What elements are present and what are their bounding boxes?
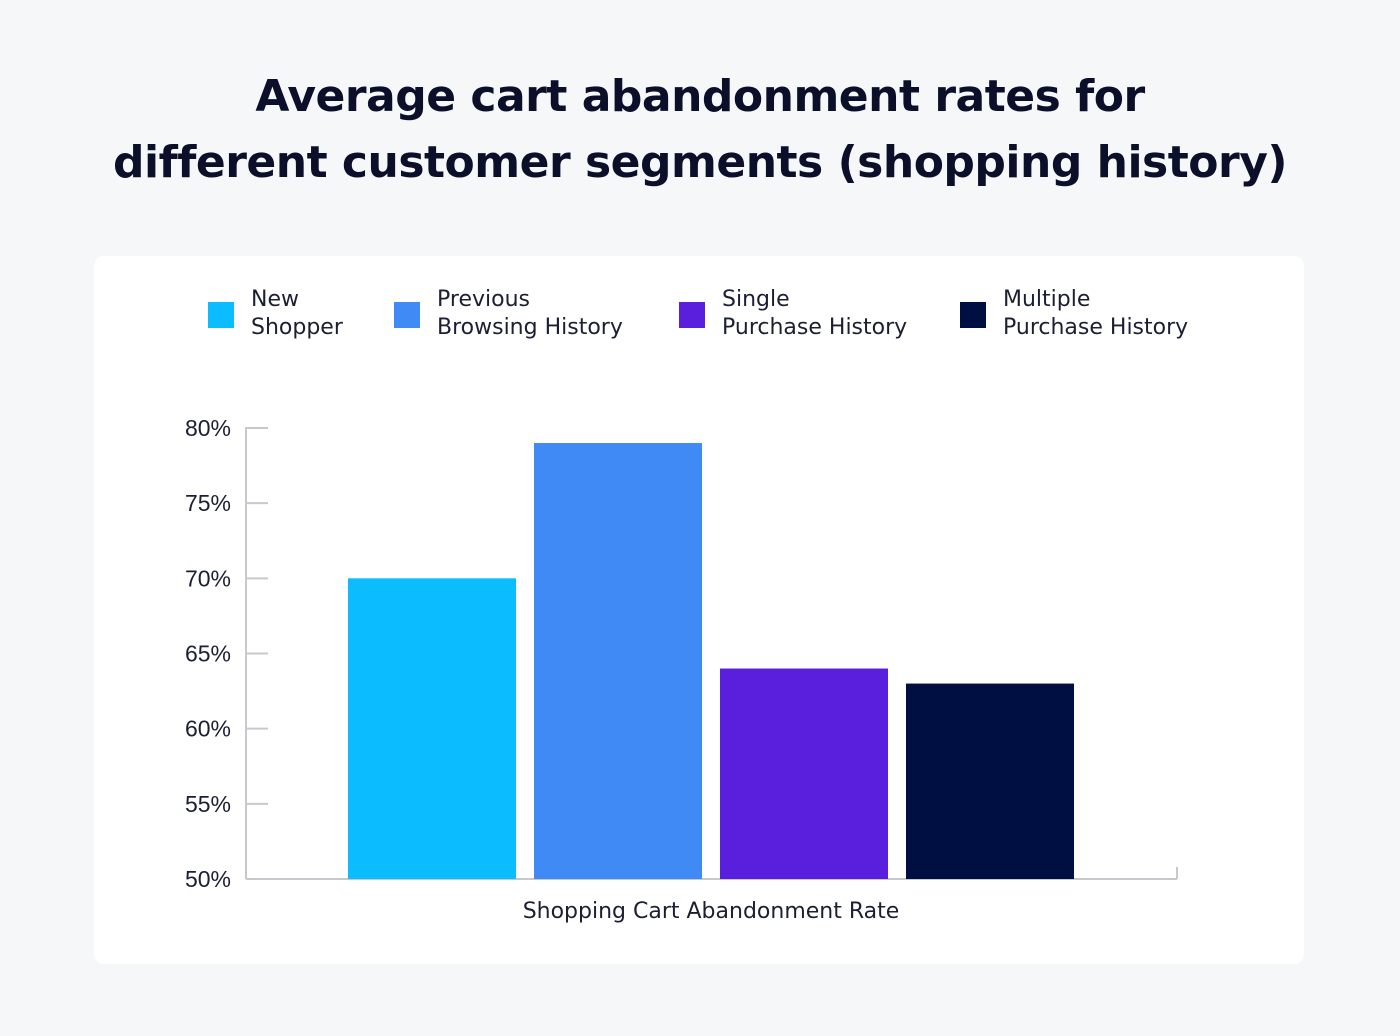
y-tick-label: 50% bbox=[185, 866, 231, 892]
bar-multiple-purchase-history bbox=[906, 683, 1074, 879]
bars bbox=[348, 443, 1074, 879]
chart-card: New Shopper Previous Browsing History Si… bbox=[94, 256, 1304, 964]
bar-new-shopper bbox=[348, 578, 516, 879]
y-tick-label: 55% bbox=[185, 791, 231, 817]
legend-label-single-purchase: Single Purchase History bbox=[722, 286, 907, 342]
legend-label-single-purchase-line-2: Purchase History bbox=[722, 315, 908, 340]
legend-label-multiple-purchase: Multiple Purchase History bbox=[1003, 286, 1188, 342]
legend-label-previous-browsing: Previous Browsing History bbox=[437, 286, 623, 342]
legend-label-new-shopper-line-1: New bbox=[251, 287, 299, 312]
y-tick-label: 65% bbox=[185, 641, 231, 667]
chart-title-line-2: different customer segments (shopping hi… bbox=[113, 137, 1287, 188]
legend-swatch-previous-browsing bbox=[394, 302, 420, 328]
legend-label-multiple-purchase-line-2: Purchase History bbox=[1003, 315, 1189, 340]
legend-label-new-shopper-line-2: Shopper bbox=[251, 315, 343, 340]
legend-label-new-shopper: New Shopper bbox=[251, 286, 343, 342]
y-tick-label: 60% bbox=[185, 716, 231, 742]
y-tick-label: 70% bbox=[185, 565, 231, 591]
bar-single-purchase-history bbox=[720, 668, 888, 879]
chart-title: Average cart abandonment rates for diffe… bbox=[0, 64, 1400, 196]
legend: New Shopper Previous Browsing History Si… bbox=[94, 256, 1304, 376]
y-tick-label: 75% bbox=[185, 490, 231, 516]
bar-previous-browsing-history bbox=[534, 443, 702, 879]
legend-label-single-purchase-line-1: Single bbox=[722, 287, 790, 312]
legend-swatch-multiple-purchase bbox=[960, 302, 986, 328]
legend-swatch-new-shopper bbox=[208, 302, 234, 328]
legend-label-previous-browsing-line-2: Browsing History bbox=[437, 315, 623, 340]
chart-title-line-1: Average cart abandonment rates for bbox=[255, 71, 1145, 122]
y-axis: 80% 75% 70% 65% 60% 55% 50% bbox=[185, 415, 268, 892]
legend-label-multiple-purchase-line-1: Multiple bbox=[1003, 287, 1091, 312]
legend-swatch-single-purchase bbox=[679, 302, 705, 328]
bar-chart: 80% 75% 70% 65% 60% 55% 50% Shopping Cart Aban… bbox=[185, 415, 1178, 924]
legend-label-previous-browsing-line-1: Previous bbox=[437, 287, 530, 312]
y-tick-label: 80% bbox=[185, 415, 231, 441]
x-axis-label: Shopping Cart Abandonment Rate bbox=[523, 899, 900, 924]
